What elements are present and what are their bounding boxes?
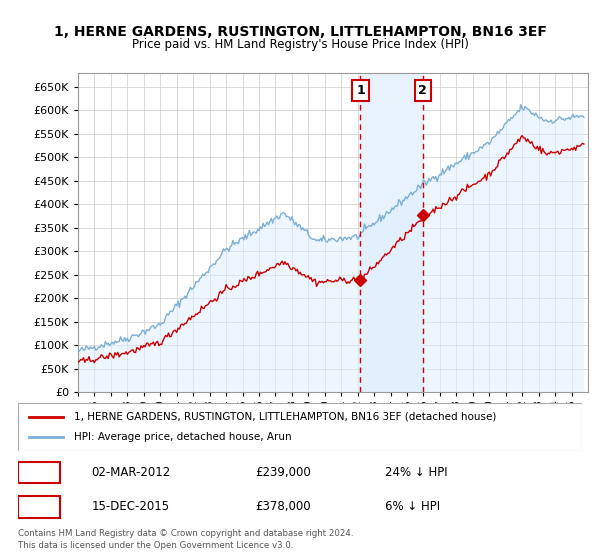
Text: 1, HERNE GARDENS, RUSTINGTON, LITTLEHAMPTON, BN16 3EF: 1, HERNE GARDENS, RUSTINGTON, LITTLEHAMP… <box>53 25 547 39</box>
Text: 6% ↓ HPI: 6% ↓ HPI <box>385 500 440 513</box>
Text: 02-MAR-2012: 02-MAR-2012 <box>91 466 170 479</box>
Text: 1: 1 <box>34 465 44 479</box>
Bar <box>361 73 423 392</box>
FancyBboxPatch shape <box>18 403 582 451</box>
Text: 2: 2 <box>34 500 44 514</box>
Text: 2: 2 <box>418 84 427 97</box>
Text: £378,000: £378,000 <box>255 500 311 513</box>
Text: HPI: Average price, detached house, Arun: HPI: Average price, detached house, Arun <box>74 432 292 442</box>
Text: Contains HM Land Registry data © Crown copyright and database right 2024.: Contains HM Land Registry data © Crown c… <box>18 530 353 539</box>
Text: 15-DEC-2015: 15-DEC-2015 <box>91 500 169 513</box>
FancyBboxPatch shape <box>18 496 60 517</box>
FancyBboxPatch shape <box>18 461 60 483</box>
Text: 1: 1 <box>356 84 365 97</box>
Text: Price paid vs. HM Land Registry's House Price Index (HPI): Price paid vs. HM Land Registry's House … <box>131 38 469 51</box>
Text: 24% ↓ HPI: 24% ↓ HPI <box>385 466 447 479</box>
Text: 1, HERNE GARDENS, RUSTINGTON, LITTLEHAMPTON, BN16 3EF (detached house): 1, HERNE GARDENS, RUSTINGTON, LITTLEHAMP… <box>74 412 497 422</box>
Text: This data is licensed under the Open Government Licence v3.0.: This data is licensed under the Open Gov… <box>18 541 293 550</box>
Text: £239,000: £239,000 <box>255 466 311 479</box>
